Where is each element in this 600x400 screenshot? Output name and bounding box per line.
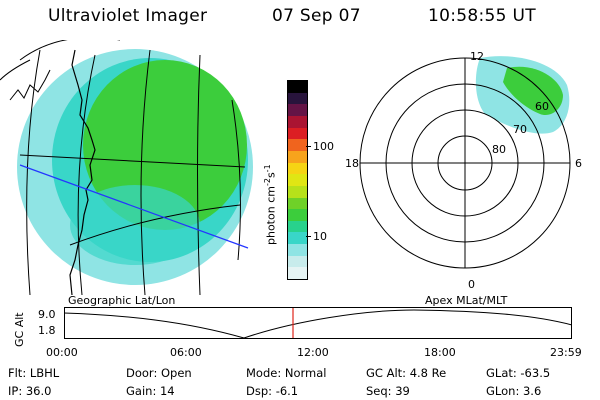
- ground-track-line: [19, 164, 249, 249]
- colorbar-tick-10: 10: [313, 230, 327, 243]
- orbit-ytick-1-8: 1.8: [38, 324, 56, 337]
- colorbar: [287, 80, 308, 280]
- orbit-plot-frame: [64, 307, 572, 339]
- status-gc-alt: GC Alt: 4.8 Re: [366, 366, 447, 380]
- colorbar-swatch: [288, 255, 307, 268]
- orbit-xtick-2359: 23:59: [550, 346, 582, 359]
- colorbar-swatch: [288, 92, 307, 105]
- grid-line: [0, 59, 31, 81]
- lat-label-70: 70: [513, 123, 527, 136]
- latitude-line: [19, 154, 246, 168]
- lat-label-80: 80: [492, 143, 506, 156]
- grid-line: [197, 54, 201, 295]
- date-label: 07 Sep 07: [272, 6, 361, 26]
- colorbar-swatch: [288, 197, 307, 210]
- geo-map-label: Geographic Lat/Lon: [68, 294, 176, 307]
- colorbar-swatch: [288, 232, 307, 245]
- grid-line: [231, 99, 241, 261]
- colorbar-swatch: [288, 174, 307, 186]
- instrument-title: Ultraviolet Imager: [48, 6, 208, 26]
- colorbar-swatch: [288, 116, 307, 128]
- polar-plot-label: Apex MLat/MLT: [425, 294, 508, 307]
- status-gain: Gain: 14: [126, 384, 175, 398]
- geographic-map: [0, 40, 253, 295]
- status-door: Door: Open: [126, 366, 192, 380]
- colorbar-tick: [306, 146, 311, 147]
- colorbar-swatch: [288, 150, 307, 163]
- grid-line: [26, 49, 41, 295]
- status-filter: Flt: LBHL: [8, 366, 60, 380]
- colorbar-swatch: [288, 127, 307, 140]
- polar-aurora-core: [503, 66, 563, 116]
- coastline: [69, 49, 96, 295]
- orbit-xtick-0600: 06:00: [170, 346, 202, 359]
- orbit-ylabel: GC Alt: [13, 312, 26, 347]
- orbit-plot: [64, 307, 572, 339]
- polar-mlt-plot: 12 18 6 0 60 70 80: [345, 50, 582, 291]
- status-ip: IP: 36.0: [8, 384, 52, 398]
- grid-line: [140, 49, 151, 295]
- colorbar-swatch: [288, 139, 307, 151]
- colorbar-swatch: [288, 244, 307, 256]
- status-mode: Mode: Normal: [246, 366, 327, 380]
- time-label: 10:58:55 UT: [428, 6, 536, 26]
- mlt-label-0: 0: [468, 278, 475, 291]
- orbit-xtick-1800: 18:00: [424, 346, 456, 359]
- lat-label-60: 60: [535, 100, 549, 113]
- coastline-north: [9, 69, 51, 101]
- aurora-south-patch: [70, 185, 200, 265]
- latitude-line: [69, 204, 241, 246]
- mlt-label-12: 12: [470, 50, 484, 63]
- colorbar-tick-100: 100: [313, 140, 334, 153]
- colorbar-tick: [306, 236, 311, 237]
- colorbar-swatch: [288, 162, 307, 175]
- status-glon: GLon: 3.6: [486, 384, 542, 398]
- colorbar-swatch: [288, 209, 307, 221]
- mlt-label-6: 6: [575, 157, 582, 170]
- status-dsp: Dsp: -6.1: [246, 384, 299, 398]
- orbit-xtick-0000: 00:00: [46, 346, 78, 359]
- colorbar-swatch: [288, 267, 307, 279]
- colorbar-swatch: [288, 81, 307, 93]
- colorbar-swatch: [288, 185, 307, 198]
- grid-line: [19, 40, 120, 61]
- status-seq: Seq: 39: [366, 384, 410, 398]
- colorbar-swatch: [288, 104, 307, 117]
- colorbar-swatch: [288, 220, 307, 233]
- orbit-altitude-curve: [64, 309, 572, 339]
- status-glat: GLat: -63.5: [486, 366, 551, 380]
- orbit-ytick-9: 9.0: [38, 308, 56, 321]
- grid-line: [77, 54, 96, 295]
- colorbar-unit-label: photon cm-2s-1: [263, 164, 278, 245]
- orbit-xtick-1200: 12:00: [297, 346, 329, 359]
- mlt-label-18: 18: [345, 157, 359, 170]
